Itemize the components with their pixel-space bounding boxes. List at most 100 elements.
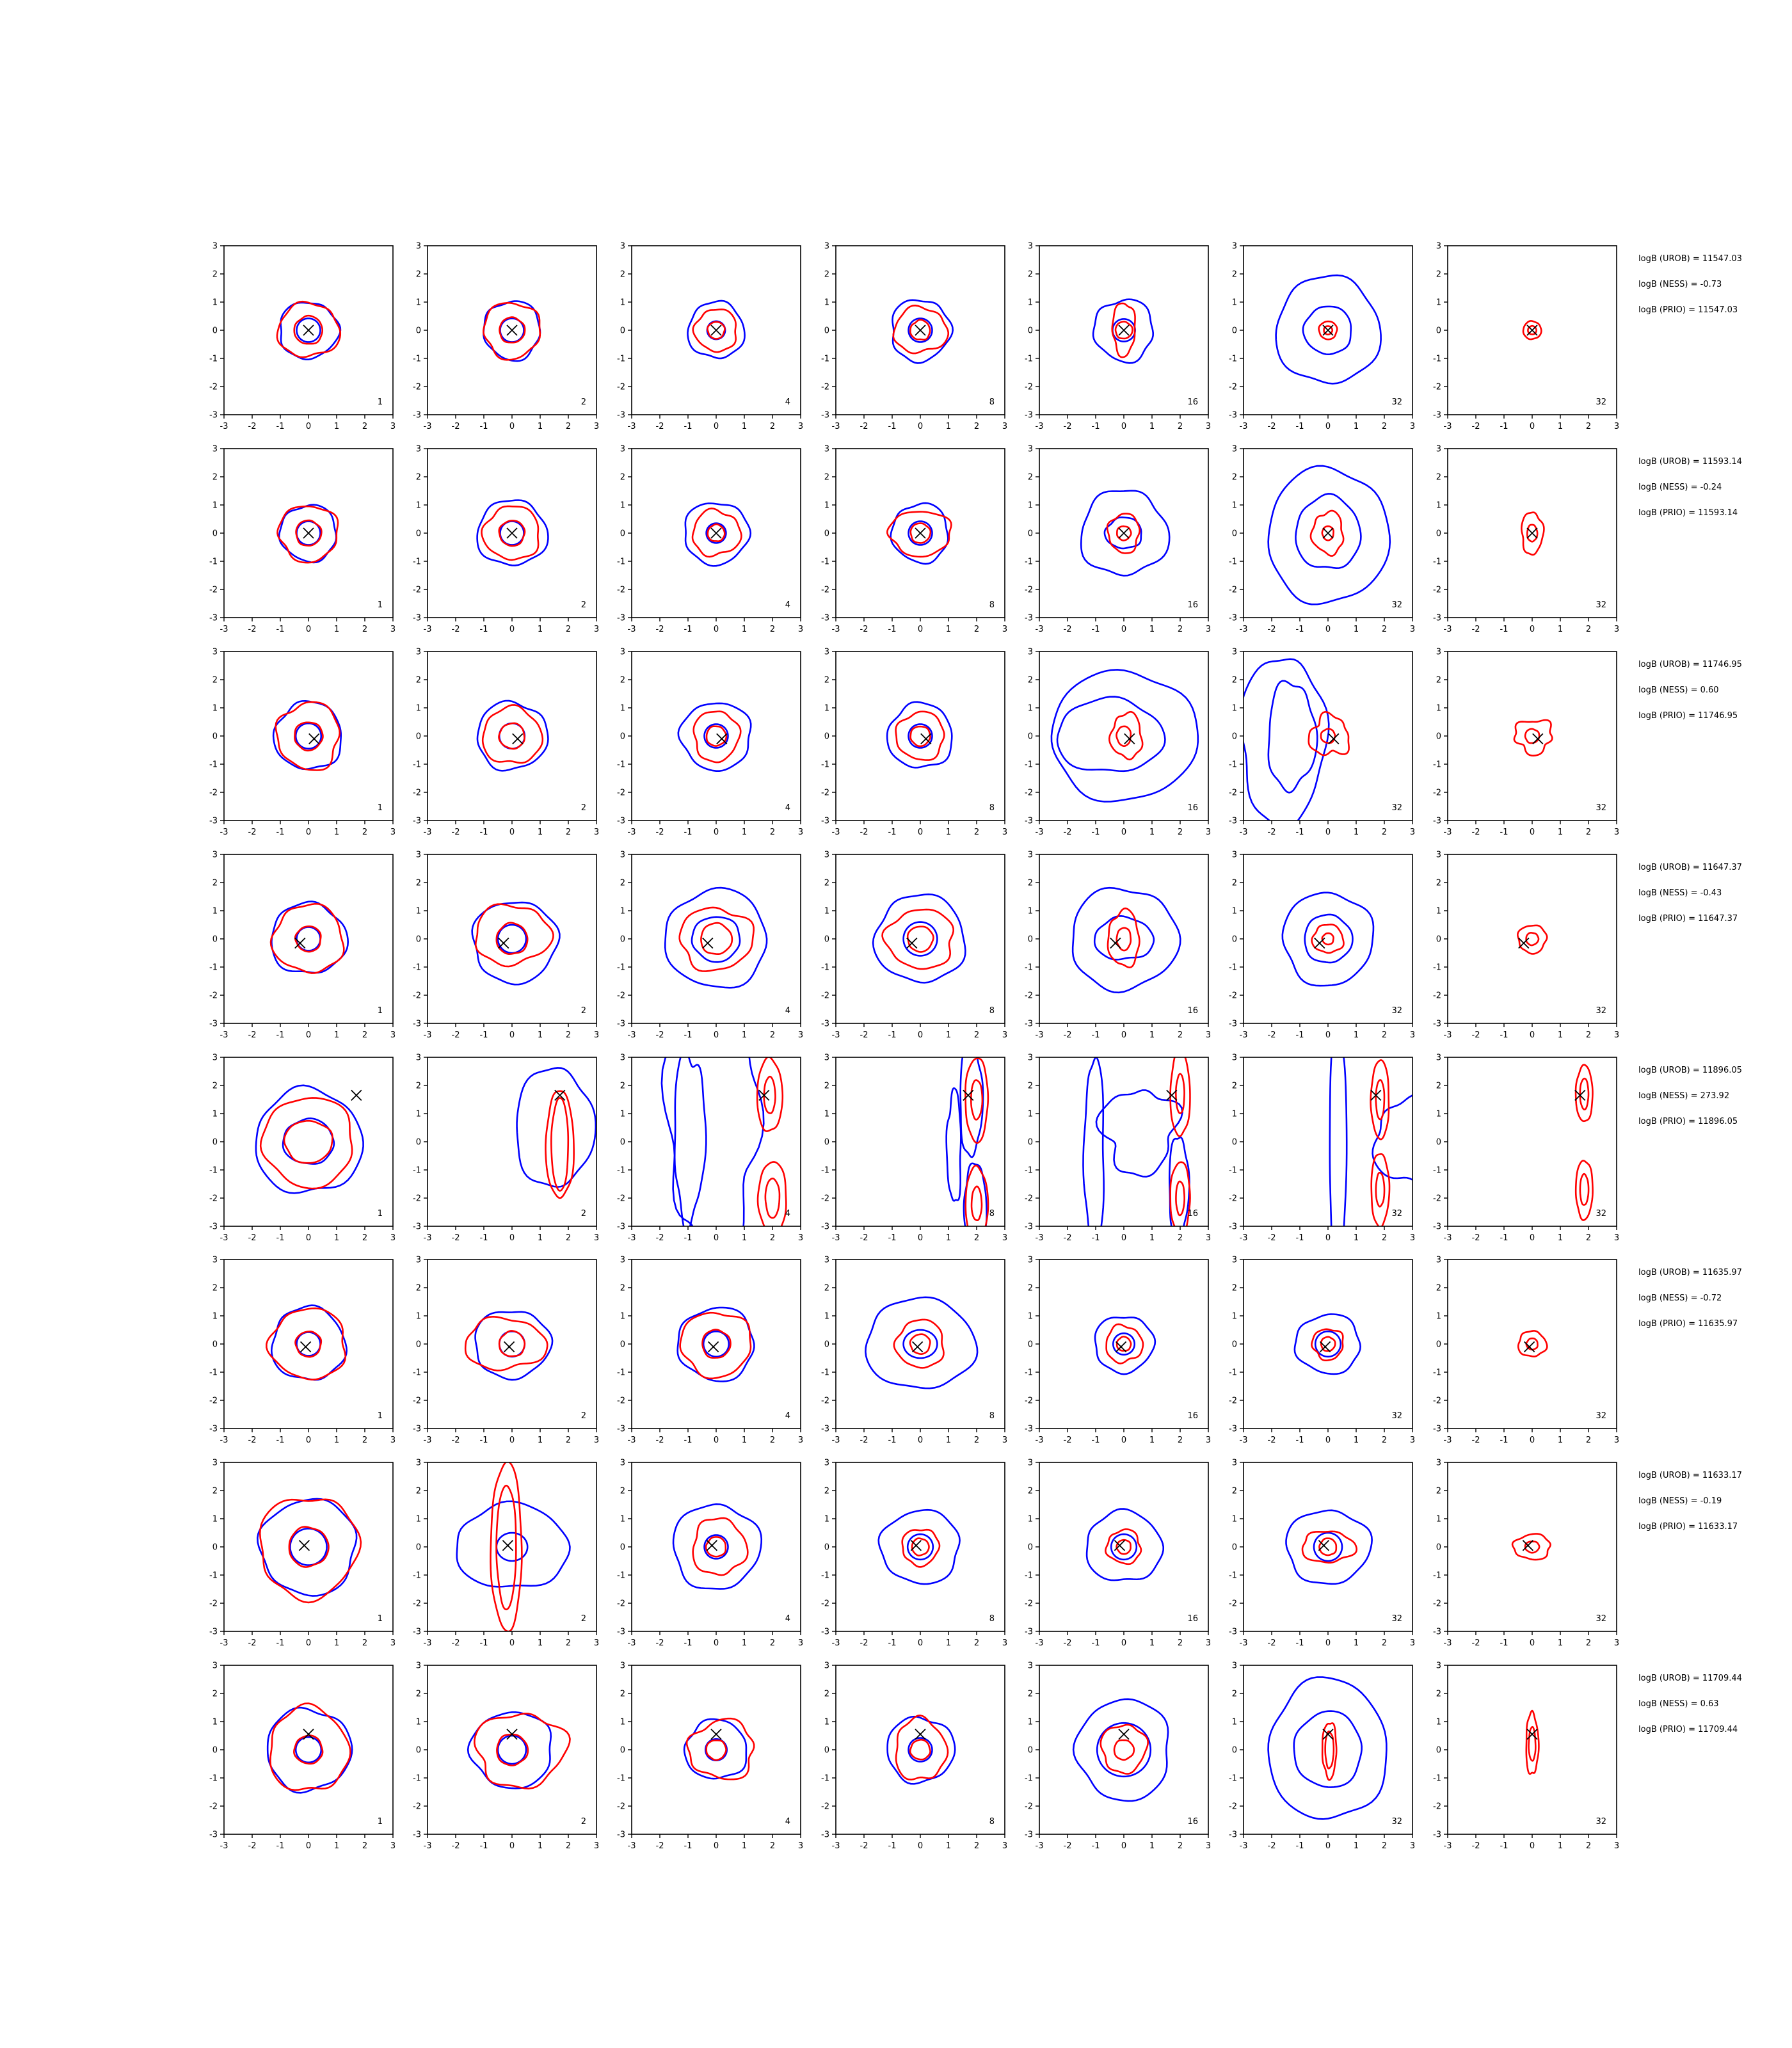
panel-corner-label: 32: [1391, 1209, 1402, 1219]
plot-area: [672, 1503, 763, 1590]
row-annotation: logB (PRIO) = 11633.17: [1638, 1522, 1738, 1532]
y-tick-label: 0: [620, 1543, 625, 1553]
marker-stroke: [1526, 1729, 1538, 1740]
y-tick-label: 2: [1436, 1284, 1441, 1293]
x-tick-label: 0: [918, 1436, 923, 1445]
panel-frame: [1243, 1462, 1413, 1632]
marker-stroke: [915, 527, 926, 539]
row-annotation: logB (UROB) = 11709.44: [1638, 1674, 1742, 1683]
y-tick-label: -2: [617, 1599, 625, 1609]
x-tick-label: 3: [594, 1841, 599, 1851]
true-marker: [351, 1089, 362, 1101]
x-tick-label: 0: [1121, 1030, 1126, 1040]
marker-stroke: [300, 1341, 312, 1353]
x-tick-label: 0: [1325, 1030, 1331, 1040]
red-contour: [295, 519, 323, 547]
y-tick-label: -2: [209, 1396, 218, 1406]
plot-area: [1275, 274, 1382, 385]
panel-frame: [223, 1665, 394, 1835]
x-tick-label: 3: [1002, 422, 1007, 431]
y-tick-label: -3: [617, 1830, 625, 1840]
x-tick-label: -1: [888, 828, 897, 837]
panel: -3 -2 -1 0 1 2 3 -3 -2 -1 0 1 2 3 2: [413, 1459, 599, 1649]
x-tick-label: 2: [770, 625, 775, 634]
y-tick-label: -1: [209, 1571, 218, 1581]
x-tick-label: -2: [1064, 625, 1072, 634]
y-tick-label: 3: [620, 1459, 625, 1468]
x-tick-label: 0: [1530, 1638, 1535, 1648]
x-tick-label: 0: [714, 1030, 719, 1040]
blue-contour: [1244, 658, 1330, 820]
x-tick-label: -2: [248, 1638, 257, 1648]
y-tick-label: -3: [413, 614, 421, 623]
y-tick-label: 2: [1028, 1690, 1033, 1699]
panel: -3 -2 -1 0 1 2 3 -3 -2 -1 0 1 2 3 32: [1229, 851, 1415, 1041]
true-marker: [1115, 1341, 1127, 1353]
y-tick-label: 3: [620, 1256, 625, 1265]
x-tick-label: 1: [1558, 1841, 1563, 1851]
y-tick-label: 0: [1232, 1340, 1237, 1350]
x-tick-label: -2: [656, 422, 664, 431]
plot-area: [886, 1715, 956, 1785]
panel-corner-label: 32: [1391, 1411, 1402, 1421]
panel: -3 -2 -1 0 1 2 3 -3 -2 -1 0 1 2 3 2: [413, 851, 599, 1041]
x-tick-label: -1: [276, 1436, 285, 1445]
x-tick-label: -3: [1444, 828, 1452, 837]
x-tick-label: 0: [1325, 828, 1331, 837]
y-tick-label: -2: [1229, 788, 1237, 798]
panel-corner-label: 1: [378, 600, 383, 610]
y-tick-label: -3: [617, 817, 625, 826]
y-tick-label: 2: [416, 676, 421, 685]
blue-contour: [296, 317, 321, 343]
panel-frame: [223, 1057, 394, 1227]
y-tick-label: 0: [1436, 1543, 1441, 1553]
red-contour: [691, 508, 742, 558]
x-tick-label: 1: [1558, 1638, 1563, 1648]
x-tick-label: -3: [424, 1030, 432, 1040]
x-tick-label: -3: [1240, 1233, 1248, 1243]
x-tick-label: -3: [424, 625, 432, 634]
y-tick-label: 2: [1028, 676, 1033, 685]
x-tick-label: -3: [832, 625, 840, 634]
y-tick-label: 1: [1028, 501, 1033, 511]
red-contour: [496, 1733, 529, 1766]
x-tick-label: -3: [220, 1233, 228, 1243]
x-tick-label: -2: [248, 625, 257, 634]
panel: -3 -2 -1 0 1 2 3 -3 -2 -1 0 1 2 3 8: [821, 1459, 1007, 1649]
red-contour: [498, 1330, 526, 1357]
x-tick-label: 2: [362, 1638, 367, 1648]
x-tick-label: 0: [1530, 1030, 1535, 1040]
true-marker: [298, 1540, 310, 1551]
y-tick-label: -1: [209, 355, 218, 364]
x-tick-label: 1: [538, 1841, 543, 1851]
y-tick-label: -2: [1025, 788, 1033, 798]
x-tick-label: -3: [832, 422, 840, 431]
plot-area: [257, 1498, 362, 1604]
true-marker: [911, 1341, 924, 1353]
plot-area: [1517, 924, 1548, 955]
row-annotation: logB (UROB) = 11593.14: [1638, 457, 1742, 467]
red-contour: [1311, 1328, 1344, 1361]
red-contour: [685, 1717, 755, 1780]
row-annotation: logB (PRIO) = 11746.95: [1638, 711, 1738, 721]
x-tick-label: 3: [798, 1030, 803, 1040]
true-marker: [300, 1341, 312, 1353]
red-contour: [764, 1178, 781, 1219]
marker-stroke: [1319, 1341, 1331, 1353]
y-tick-label: 3: [620, 242, 625, 252]
plot-area: [676, 1306, 755, 1382]
panel-corner-label: 1: [378, 397, 383, 407]
y-tick-label: -2: [1229, 383, 1237, 392]
panel: -3 -2 -1 0 1 2 3 -3 -2 -1 0 1 2 3 32: [1433, 1053, 1619, 1244]
x-tick-label: 2: [974, 422, 979, 431]
x-tick-label: -2: [860, 1233, 868, 1243]
blue-contour: [516, 1067, 596, 1188]
blue-contour: [676, 1306, 755, 1382]
true-marker: [502, 1540, 514, 1551]
y-tick-label: 0: [416, 1746, 421, 1756]
y-tick-label: 0: [212, 1746, 218, 1756]
red-contour: [1525, 932, 1540, 947]
true-marker: [512, 733, 524, 745]
y-tick-label: 3: [824, 1053, 829, 1063]
plot-area: [1085, 1508, 1165, 1581]
